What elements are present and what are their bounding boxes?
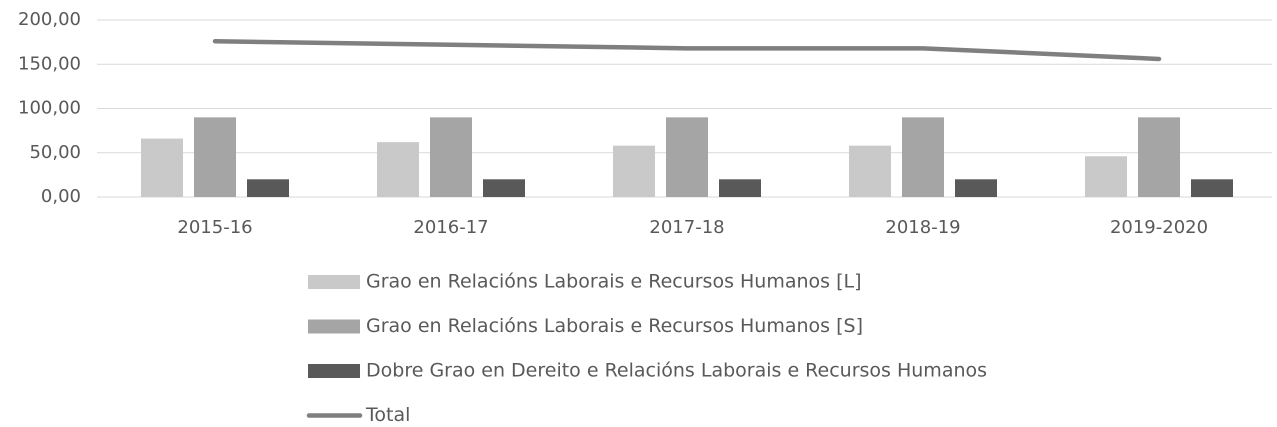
bar: [430, 117, 472, 197]
x-tick-label: 2018-19: [885, 217, 960, 238]
legend-label: Dobre Grao en Dereito e Relacións Labora…: [366, 360, 987, 382]
x-tick-label: 2016-17: [413, 217, 488, 238]
bar: [194, 117, 236, 197]
bar: [1138, 117, 1180, 197]
bar: [1085, 156, 1127, 197]
line: [212, 38, 1162, 62]
bar: [377, 142, 419, 197]
legend-swatch: [308, 319, 360, 334]
y-tick-label: 200,00: [18, 9, 81, 30]
y-tick-label: 0,00: [41, 186, 81, 207]
x-tick-label: 2015-16: [177, 217, 252, 238]
bar: [141, 138, 183, 197]
bar: [955, 179, 997, 197]
bar: [483, 179, 525, 197]
legend-swatch: [308, 275, 360, 289]
y-tick-label: 150,00: [18, 53, 81, 74]
bar: [849, 145, 891, 197]
bar: [902, 117, 944, 197]
x-tick-label: 2019-2020: [1110, 217, 1208, 238]
legend-label: Grao en Relacións Laborais e Recursos Hu…: [366, 271, 862, 293]
legend-label: Total: [365, 404, 410, 426]
legend-swatch: [308, 364, 360, 378]
bar: [613, 145, 655, 197]
bar: [247, 179, 289, 197]
bar: [719, 179, 761, 197]
bar: [666, 117, 708, 197]
bar: [1191, 179, 1233, 197]
x-tick-label: 2017-18: [649, 217, 724, 238]
y-tick-label: 100,00: [18, 98, 81, 119]
y-tick-label: 50,00: [29, 142, 81, 163]
legend-label: Grao en Relacións Laborais e Recursos Hu…: [366, 315, 863, 337]
